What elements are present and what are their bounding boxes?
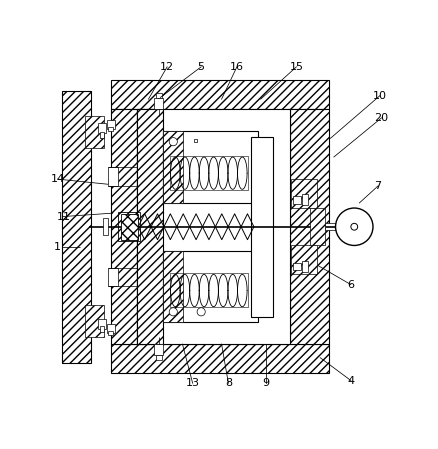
Bar bbox=[106, 324, 115, 333]
Bar bbox=[309, 208, 325, 246]
Bar bbox=[100, 326, 104, 332]
Text: 7: 7 bbox=[374, 181, 381, 191]
Bar bbox=[107, 167, 117, 186]
Bar bbox=[325, 223, 353, 230]
Text: 11: 11 bbox=[56, 211, 70, 221]
Bar bbox=[108, 127, 113, 131]
Bar bbox=[111, 80, 328, 110]
Circle shape bbox=[169, 137, 177, 146]
Bar bbox=[117, 212, 140, 241]
Circle shape bbox=[169, 308, 177, 316]
Bar bbox=[289, 110, 328, 344]
Bar bbox=[111, 344, 328, 373]
Bar bbox=[170, 273, 247, 308]
Bar bbox=[301, 194, 307, 205]
Text: 12: 12 bbox=[160, 62, 174, 72]
Bar bbox=[98, 123, 106, 133]
Bar bbox=[162, 132, 258, 203]
Bar bbox=[293, 196, 300, 203]
Bar bbox=[170, 156, 247, 190]
Text: 13: 13 bbox=[185, 378, 199, 388]
Bar bbox=[106, 120, 115, 129]
Bar bbox=[107, 268, 117, 286]
Bar bbox=[136, 110, 162, 344]
Bar bbox=[102, 218, 107, 235]
Bar bbox=[291, 179, 316, 208]
Bar bbox=[293, 263, 300, 270]
Text: 8: 8 bbox=[224, 378, 231, 388]
Bar bbox=[162, 251, 258, 322]
Bar bbox=[154, 98, 163, 110]
Bar bbox=[108, 331, 113, 335]
Text: 6: 6 bbox=[346, 280, 353, 290]
Bar bbox=[291, 246, 316, 274]
Text: 4: 4 bbox=[346, 375, 353, 386]
Bar bbox=[193, 139, 197, 142]
Text: 16: 16 bbox=[230, 62, 244, 72]
Bar bbox=[100, 132, 104, 138]
Bar bbox=[136, 110, 289, 344]
Bar bbox=[61, 91, 90, 363]
Circle shape bbox=[335, 208, 372, 246]
Bar bbox=[162, 132, 183, 203]
Bar bbox=[162, 251, 183, 322]
Bar bbox=[85, 305, 104, 337]
Bar bbox=[155, 355, 161, 361]
Bar bbox=[120, 214, 137, 240]
Circle shape bbox=[350, 223, 357, 230]
Bar bbox=[155, 93, 161, 98]
Bar bbox=[250, 136, 272, 317]
Text: 15: 15 bbox=[289, 62, 303, 72]
Circle shape bbox=[197, 308, 205, 316]
Text: 1: 1 bbox=[54, 242, 61, 252]
Bar bbox=[301, 261, 307, 272]
Bar bbox=[111, 110, 136, 344]
Text: 9: 9 bbox=[261, 378, 269, 388]
Bar bbox=[98, 319, 106, 330]
Text: 14: 14 bbox=[50, 174, 64, 184]
Bar bbox=[154, 344, 163, 355]
Text: 10: 10 bbox=[372, 91, 386, 101]
Text: 5: 5 bbox=[197, 62, 204, 72]
Bar bbox=[85, 116, 104, 149]
Text: 20: 20 bbox=[374, 113, 388, 123]
